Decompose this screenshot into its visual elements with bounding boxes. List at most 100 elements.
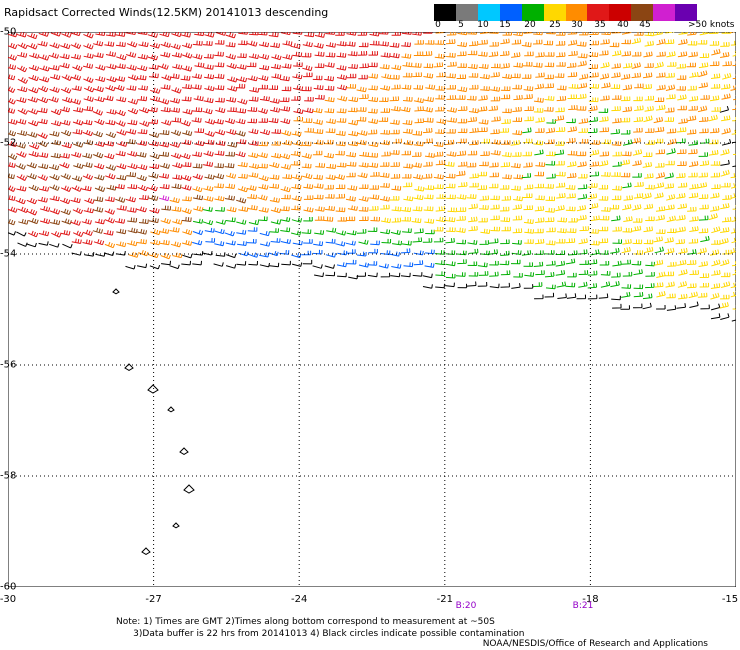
wind-barb <box>279 75 290 82</box>
wind-barb <box>479 161 489 167</box>
wind-barb <box>412 174 424 180</box>
wind-barb <box>28 151 39 158</box>
wind-barb <box>620 129 631 135</box>
wind-barb <box>8 54 17 61</box>
wind-barb <box>95 64 106 71</box>
wind-barb <box>664 117 674 122</box>
time-label-b21: B:21 <box>572 601 594 611</box>
wind-barb <box>16 185 27 192</box>
wind-barb <box>38 230 50 237</box>
wind-barb <box>566 228 577 234</box>
wind-barb <box>170 107 180 113</box>
wind-barb <box>467 50 478 56</box>
island-outline <box>147 384 159 394</box>
wind-barb <box>711 48 721 56</box>
wind-barb <box>247 40 258 47</box>
wind-barb <box>70 219 81 226</box>
wind-barb <box>359 94 369 100</box>
wind-barb <box>467 116 477 123</box>
wind-barb <box>611 63 621 69</box>
wind-barb <box>655 229 666 234</box>
wind-barb <box>27 43 38 50</box>
wind-barb <box>566 172 577 179</box>
wind-barb <box>577 173 588 179</box>
wind-barb <box>148 172 159 179</box>
wind-barb <box>436 72 446 78</box>
wind-barb <box>424 40 435 45</box>
wind-barb <box>369 185 379 190</box>
wind-barb <box>653 138 664 144</box>
wind-barb <box>466 162 477 168</box>
wind-barb <box>446 95 457 100</box>
wind-barb <box>51 231 62 238</box>
wind-barb <box>480 151 490 156</box>
wind-barb <box>27 96 38 103</box>
wind-barb <box>389 42 400 48</box>
wind-barb <box>182 108 193 115</box>
wind-barb <box>248 32 259 36</box>
wind-barb <box>324 96 335 103</box>
wind-barb <box>688 160 699 167</box>
wind-barb <box>577 82 588 89</box>
wind-barb <box>565 184 576 190</box>
wind-barb <box>446 227 456 233</box>
wind-barb <box>667 261 677 267</box>
wind-barb <box>590 215 600 222</box>
wind-barb <box>468 203 478 210</box>
wind-barb <box>237 53 247 59</box>
wind-barb <box>126 128 137 135</box>
wind-barb <box>589 171 600 177</box>
wind-barb <box>248 219 260 226</box>
wind-barb <box>136 206 147 213</box>
wind-barb <box>269 228 279 233</box>
wind-barb <box>467 261 478 266</box>
wind-barb <box>544 95 555 101</box>
wind-barb <box>292 240 303 246</box>
wind-barb <box>70 74 82 81</box>
wind-barb <box>248 172 259 178</box>
wind-barb <box>60 42 71 50</box>
wind-barb <box>546 173 556 179</box>
wind-barb <box>402 61 413 68</box>
wind-barb <box>621 151 632 157</box>
wind-barb <box>576 294 587 300</box>
wind-barb <box>270 207 282 214</box>
wind-barb <box>181 240 193 246</box>
wind-barb <box>446 194 456 200</box>
wind-barb <box>554 73 565 78</box>
wind-barb <box>621 259 631 265</box>
wind-barb <box>600 39 610 45</box>
note-line-1: Note: 1) Times are GMT 2)Times along bot… <box>116 617 495 627</box>
wind-barb <box>94 118 105 126</box>
wind-barb <box>326 227 337 233</box>
wind-barb <box>686 129 697 135</box>
wind-barb <box>711 184 721 190</box>
wind-barb <box>258 118 268 123</box>
wind-barb <box>380 217 391 224</box>
wind-barb <box>48 164 60 171</box>
wind-barb <box>303 216 313 222</box>
wind-barb <box>620 305 630 310</box>
wind-barb <box>424 185 435 191</box>
wind-barb <box>106 63 117 70</box>
wind-barb <box>523 284 534 289</box>
wind-barb <box>524 228 534 234</box>
wind-barb <box>15 163 26 170</box>
wind-barb <box>568 83 579 89</box>
wind-map[interactable] <box>8 32 736 587</box>
wind-barb <box>414 228 424 234</box>
wind-barb <box>248 96 259 102</box>
wind-barb <box>192 194 204 201</box>
wind-barb <box>368 73 378 79</box>
wind-barb <box>642 302 652 310</box>
wind-barb <box>116 241 127 248</box>
wind-barb <box>50 120 62 127</box>
wind-barb <box>501 119 511 124</box>
wind-barb <box>158 228 170 234</box>
scale-label: 5 <box>458 20 464 30</box>
wind-barb <box>534 149 544 156</box>
wind-barb <box>523 218 534 224</box>
wind-barb <box>412 237 423 243</box>
wind-barb <box>161 205 172 211</box>
wind-barb <box>127 184 138 190</box>
